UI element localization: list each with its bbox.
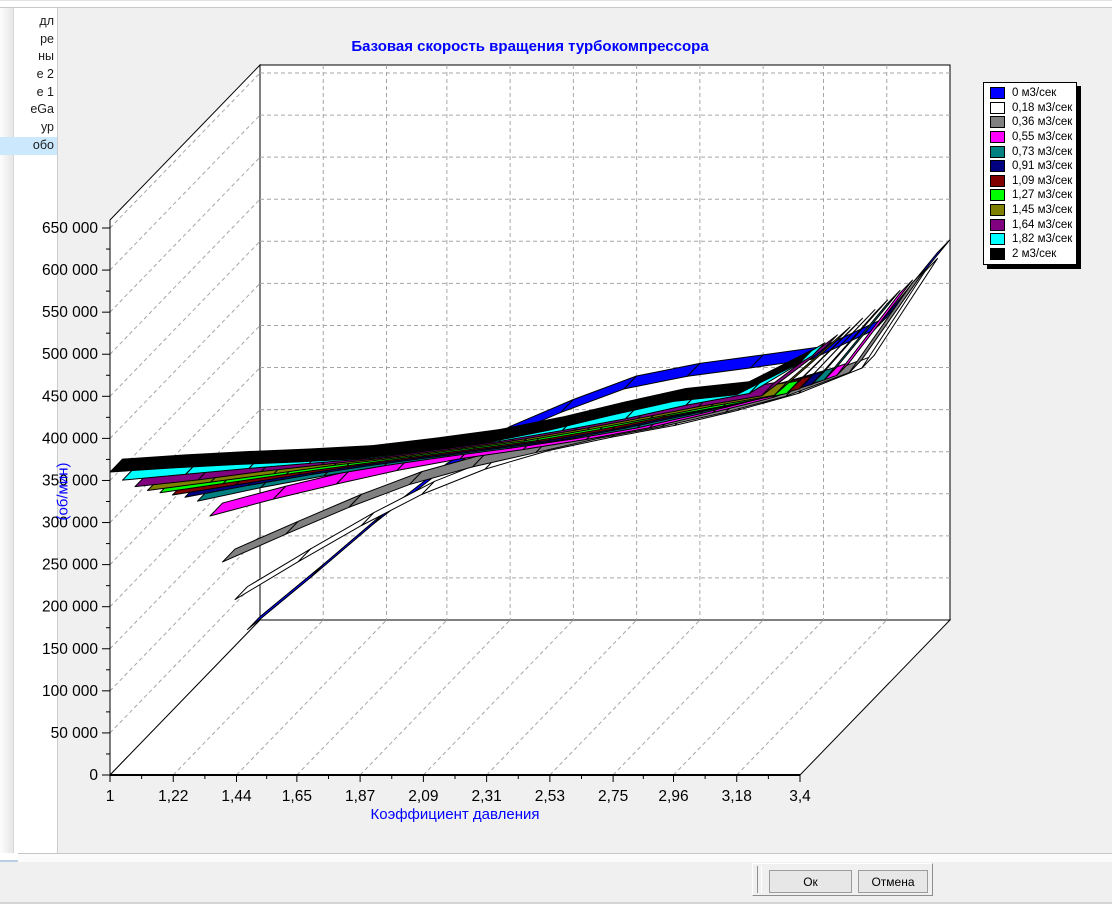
background-list-item[interactable]: е 2 — [36, 67, 54, 82]
legend-color-swatch — [990, 174, 1005, 187]
y-tick-label: 150 000 — [42, 641, 98, 658]
chart-legend: 0 м3/сек 0,18 м3/сек 0,36 м3/сек 0,55 м3/се… — [983, 82, 1077, 266]
background-list-item[interactable]: обо — [0, 136, 57, 155]
x-tick-label: 1,44 — [221, 788, 252, 805]
panel-bottom-edge — [18, 853, 1112, 862]
legend-label: 1,09 м3/сек — [1012, 174, 1073, 187]
y-axis-title: (об/мин) — [54, 462, 72, 521]
cancel-button[interactable]: Отмена — [858, 870, 928, 893]
x-tick-label: 2,09 — [408, 788, 438, 805]
legend-color-swatch — [990, 218, 1005, 231]
y-tick-label: 550 000 — [42, 304, 98, 321]
y-tick-label: 0 — [89, 767, 98, 784]
legend-label: 2 м3/сек — [1012, 247, 1057, 260]
x-tick-label: 1,87 — [345, 788, 375, 805]
legend-item[interactable]: 0,55 м3/сек — [984, 130, 1076, 145]
legend-item[interactable]: 0 м3/сек — [984, 86, 1076, 101]
background-window-gradient-strip — [0, 8, 14, 853]
legend-color-swatch — [990, 204, 1005, 217]
legend-color-swatch — [990, 233, 1005, 246]
background-list-item[interactable]: ур — [40, 120, 54, 135]
legend-color-swatch — [990, 189, 1005, 202]
x-tick-label: 1,22 — [158, 788, 188, 805]
y-tick-label: 650 000 — [42, 220, 98, 237]
y-tick-label: 600 000 — [42, 262, 98, 279]
legend-label: 1,45 м3/сек — [1012, 204, 1073, 217]
legend-label: 0,36 м3/сек — [1012, 116, 1073, 129]
background-list-item[interactable]: ны — [38, 49, 54, 64]
legend-item[interactable]: 1,82 м3/сек — [984, 232, 1076, 247]
x-tick-label: 1 — [106, 788, 115, 805]
x-tick-label: 2,96 — [658, 788, 688, 805]
chart-title: Базовая скорость вращения турбокомпрессо… — [351, 38, 709, 55]
legend-item[interactable]: 0,36 м3/сек — [984, 115, 1076, 130]
y-tick-label: 300 000 — [42, 515, 98, 532]
ribbon-2-м3-сек — [109, 349, 813, 473]
legend-color-swatch — [990, 116, 1005, 129]
button-group-gripper — [757, 866, 762, 893]
chart-ticks: 0 50 000 100 000 150 000 200 000 250 000 300 0… — [42, 220, 811, 805]
y-tick-label: 200 000 — [42, 599, 98, 616]
x-tick-label: 3,18 — [722, 788, 752, 805]
x-tick-label: 2,75 — [598, 788, 628, 805]
legend-color-swatch — [990, 87, 1005, 100]
y-tick-label: 350 000 — [42, 472, 98, 489]
ok-button[interactable]: Ок — [769, 870, 852, 893]
background-list-item[interactable]: е 1 — [36, 84, 54, 99]
legend-label: 0,55 м3/сек — [1012, 131, 1073, 144]
y-tick-label: 450 000 — [42, 388, 98, 405]
legend-label: 0,73 м3/сек — [1012, 145, 1073, 158]
legend-color-swatch — [990, 101, 1005, 114]
dialog-button-group — [752, 863, 933, 896]
legend-color-swatch — [990, 160, 1005, 173]
background-window-top-strip — [0, 0, 1112, 8]
background-window-list: дл ре ны е 2 е 1 eGa ур обо — [0, 8, 57, 853]
legend-item[interactable]: 1,45 м3/сек — [984, 203, 1076, 218]
legend-item[interactable]: 0,91 м3/сек — [984, 159, 1076, 174]
legend-item[interactable]: 0,73 м3/сек — [984, 144, 1076, 159]
x-tick-label: 1,65 — [282, 788, 312, 805]
chart-grid — [109, 65, 950, 776]
y-tick-label: 400 000 — [42, 430, 98, 447]
background-list-item[interactable]: eGa — [30, 102, 54, 117]
legend-color-swatch — [990, 145, 1005, 158]
x-tick-label: 2,53 — [535, 788, 565, 805]
legend-item[interactable]: 2 м3/сек — [984, 247, 1076, 262]
x-tick-label: 2,31 — [472, 788, 502, 805]
legend-label: 0,18 м3/сек — [1012, 101, 1073, 114]
legend-label: 0 м3/сек — [1012, 87, 1057, 100]
legend-item[interactable]: 1,27 м3/сек — [984, 188, 1076, 203]
legend-label: 1,64 м3/сек — [1012, 218, 1073, 231]
y-tick-label: 100 000 — [42, 683, 98, 700]
background-list-item[interactable]: дл — [39, 14, 54, 28]
y-tick-label: 250 000 — [42, 557, 98, 574]
legend-label: 1,27 м3/сек — [1012, 189, 1073, 202]
background-list-item[interactable]: ре — [40, 31, 54, 46]
legend-item[interactable]: 1,64 м3/сек — [984, 217, 1076, 232]
legend-color-swatch — [990, 131, 1005, 144]
x-tick-label: 3,4 — [789, 788, 811, 805]
x-axis-title: Коэффициент давления — [370, 806, 540, 823]
legend-label: 1,82 м3/сек — [1012, 233, 1073, 246]
dialog-button-bar — [0, 862, 1112, 904]
legend-color-swatch — [990, 247, 1005, 260]
legend-item[interactable]: 1,09 м3/сек — [984, 174, 1076, 189]
legend-label: 0,91 м3/сек — [1012, 160, 1073, 173]
legend-item[interactable]: 0,18 м3/сек — [984, 101, 1076, 116]
y-tick-label: 500 000 — [42, 346, 98, 363]
y-tick-label: 50 000 — [51, 725, 99, 742]
